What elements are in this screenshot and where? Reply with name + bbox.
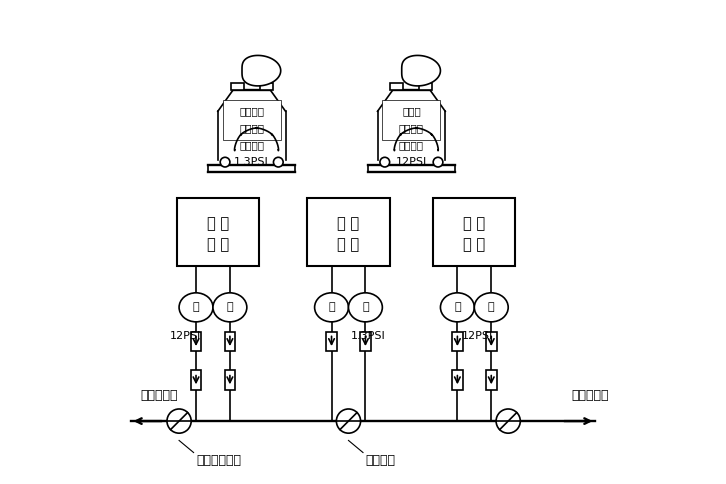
Text: 单向活门: 单向活门 (239, 123, 264, 133)
Text: 到右发动机: 到右发动机 (571, 389, 608, 402)
Bar (433, 198, 515, 266)
Text: 到左发动机: 到左发动机 (140, 389, 178, 402)
Text: 1.3PSI: 1.3PSI (351, 332, 386, 341)
Text: 打开压力: 打开压力 (399, 140, 424, 150)
Text: 12PSI: 12PSI (396, 157, 427, 166)
Text: 燃油关断活门: 燃油关断活门 (196, 454, 241, 467)
Polygon shape (401, 56, 441, 86)
Text: 单向活门: 单向活门 (399, 123, 424, 133)
Bar (176, 198, 259, 266)
Circle shape (496, 409, 521, 433)
Text: 交输活门: 交输活门 (365, 454, 396, 467)
Text: 泵: 泵 (454, 302, 461, 312)
Ellipse shape (441, 293, 474, 322)
Text: 油 箱: 油 箱 (463, 237, 486, 252)
Text: 1.3PSI: 1.3PSI (234, 157, 269, 166)
Circle shape (433, 157, 443, 167)
Circle shape (167, 409, 191, 433)
Ellipse shape (348, 293, 383, 322)
Text: 中央油箱: 中央油箱 (239, 106, 264, 116)
Ellipse shape (213, 293, 247, 322)
Text: 油 箱: 油 箱 (338, 237, 359, 252)
Text: 12PSI: 12PSI (462, 332, 494, 341)
Circle shape (380, 157, 390, 167)
Text: 右 翼: 右 翼 (463, 216, 486, 231)
Circle shape (274, 157, 283, 167)
Bar (360, 332, 371, 351)
Text: 12PSI: 12PSI (169, 332, 200, 341)
Text: 中 央: 中 央 (338, 216, 359, 231)
Bar (260, 83, 273, 90)
Bar (224, 332, 235, 351)
Bar (420, 83, 433, 90)
Polygon shape (242, 56, 281, 86)
Text: 左 翼: 左 翼 (207, 216, 229, 231)
Text: 泵: 泵 (362, 302, 369, 312)
Bar (452, 332, 462, 351)
Circle shape (220, 157, 230, 167)
Circle shape (336, 409, 361, 433)
Text: 打开压力: 打开压力 (239, 140, 264, 150)
Bar (383, 100, 441, 140)
Bar (307, 198, 390, 266)
Bar (486, 332, 497, 351)
Bar (391, 83, 404, 90)
Text: 泵: 泵 (192, 302, 200, 312)
Ellipse shape (474, 293, 508, 322)
Ellipse shape (179, 293, 213, 322)
Bar (326, 332, 337, 351)
Text: 泵: 泵 (227, 302, 233, 312)
Bar (231, 83, 244, 90)
Bar (452, 370, 462, 390)
Text: 泵: 泵 (488, 302, 494, 312)
Text: 油 箱: 油 箱 (207, 237, 229, 252)
Ellipse shape (314, 293, 348, 322)
Bar (486, 370, 497, 390)
Text: 主油箱: 主油箱 (402, 106, 421, 116)
Bar (223, 100, 281, 140)
Bar (191, 332, 201, 351)
Text: 泵: 泵 (328, 302, 335, 312)
Bar (224, 370, 235, 390)
Bar (191, 370, 201, 390)
